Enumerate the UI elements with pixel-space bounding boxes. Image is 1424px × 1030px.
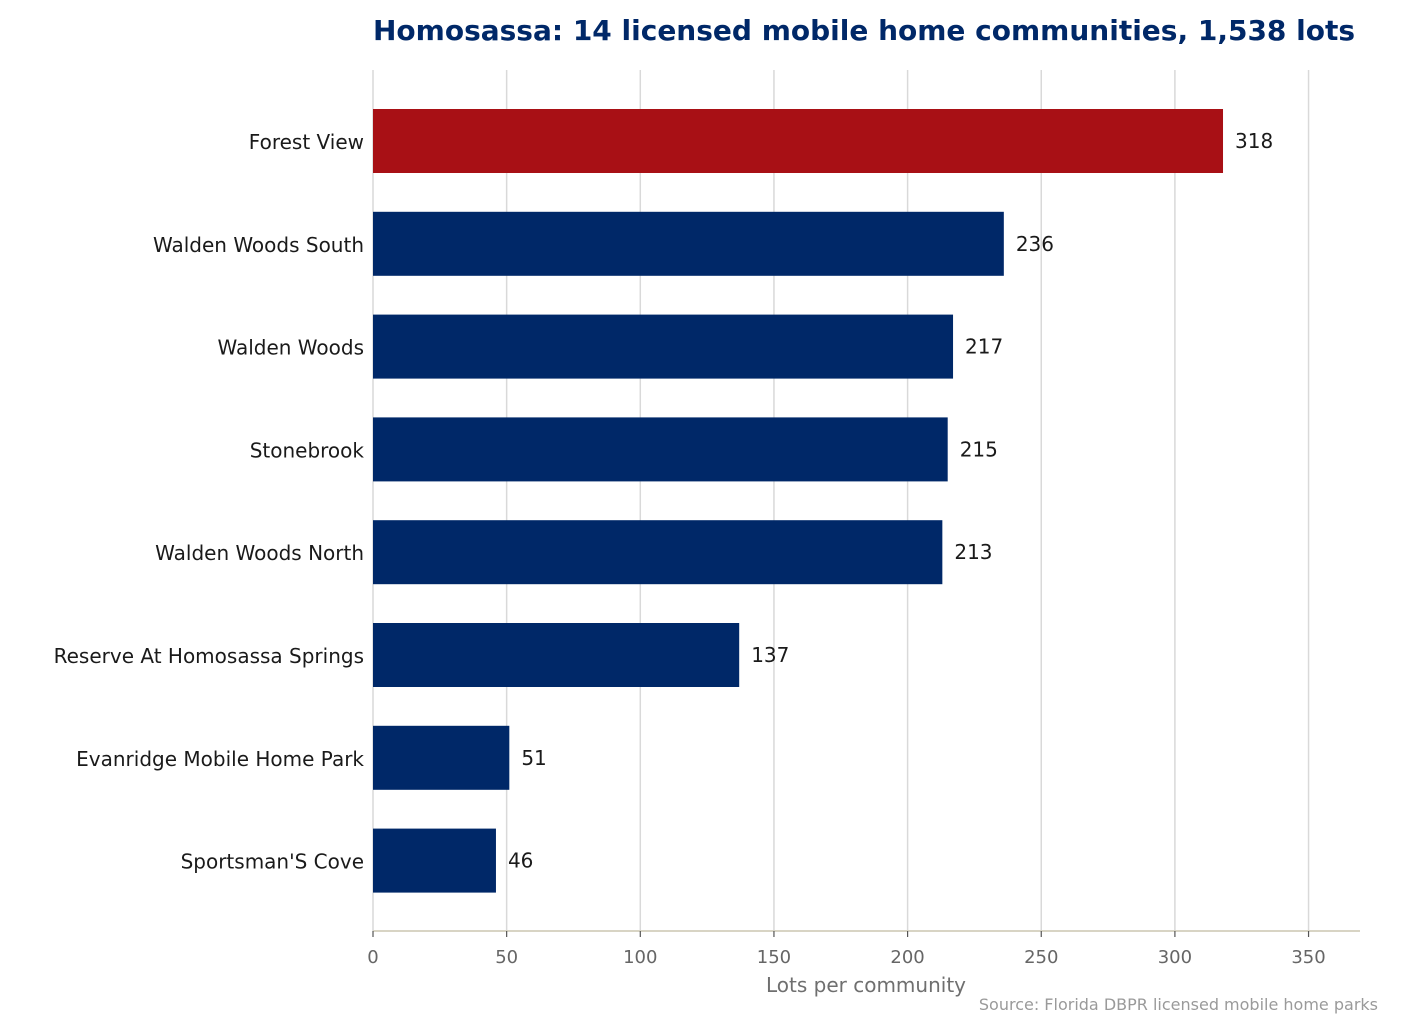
value-label: 217 [965,335,1003,359]
bar [373,623,740,687]
value-label: 46 [508,849,533,873]
bar [373,417,948,482]
category-label: Stonebrook [250,438,365,462]
bar [373,520,943,585]
x-tick-label: 200 [890,947,924,968]
category-label: Evanridge Mobile Home Park [76,747,364,771]
value-label: 236 [1016,232,1054,256]
category-label: Sportsman'S Cove [181,850,364,874]
x-tick-label: 50 [495,947,518,968]
category-label: Reserve At Homosassa Springs [54,644,364,668]
value-label: 213 [954,540,992,564]
value-label: 51 [521,746,546,770]
bar [373,828,496,893]
category-label: Forest View [249,130,364,154]
category-label: Walden Woods South [153,233,364,257]
category-label: Walden Woods North [155,541,364,565]
x-tick-label: 150 [757,947,791,968]
x-tick-label: 250 [1024,947,1058,968]
bar [373,109,1224,173]
category-label: Walden Woods [217,336,364,360]
x-tick-labels: 0 50 100 150 200 250 300 350 [367,931,1326,968]
bars [373,109,1224,893]
value-label: 137 [751,643,789,667]
category-labels: Forest View Walden Woods South Walden Wood… [54,130,365,874]
chart-title: Homosassa: 14 licensed mobile home commu… [373,14,1355,47]
bar [373,211,1004,276]
value-labels: 318 236 217 215 213 137 51 46 [508,129,1273,873]
source-note: Source: Florida DBPR licensed mobile hom… [979,995,1378,1014]
x-tick-label: 300 [1158,947,1192,968]
value-label: 215 [960,437,998,461]
x-axis-title: Lots per community [766,973,966,997]
x-tick-label: 350 [1291,947,1325,968]
x-tick-label: 0 [367,947,378,968]
value-label: 318 [1235,129,1273,153]
bar [373,314,954,379]
gridlines [372,70,1310,931]
bar [373,725,510,790]
x-tick-label: 100 [623,947,657,968]
